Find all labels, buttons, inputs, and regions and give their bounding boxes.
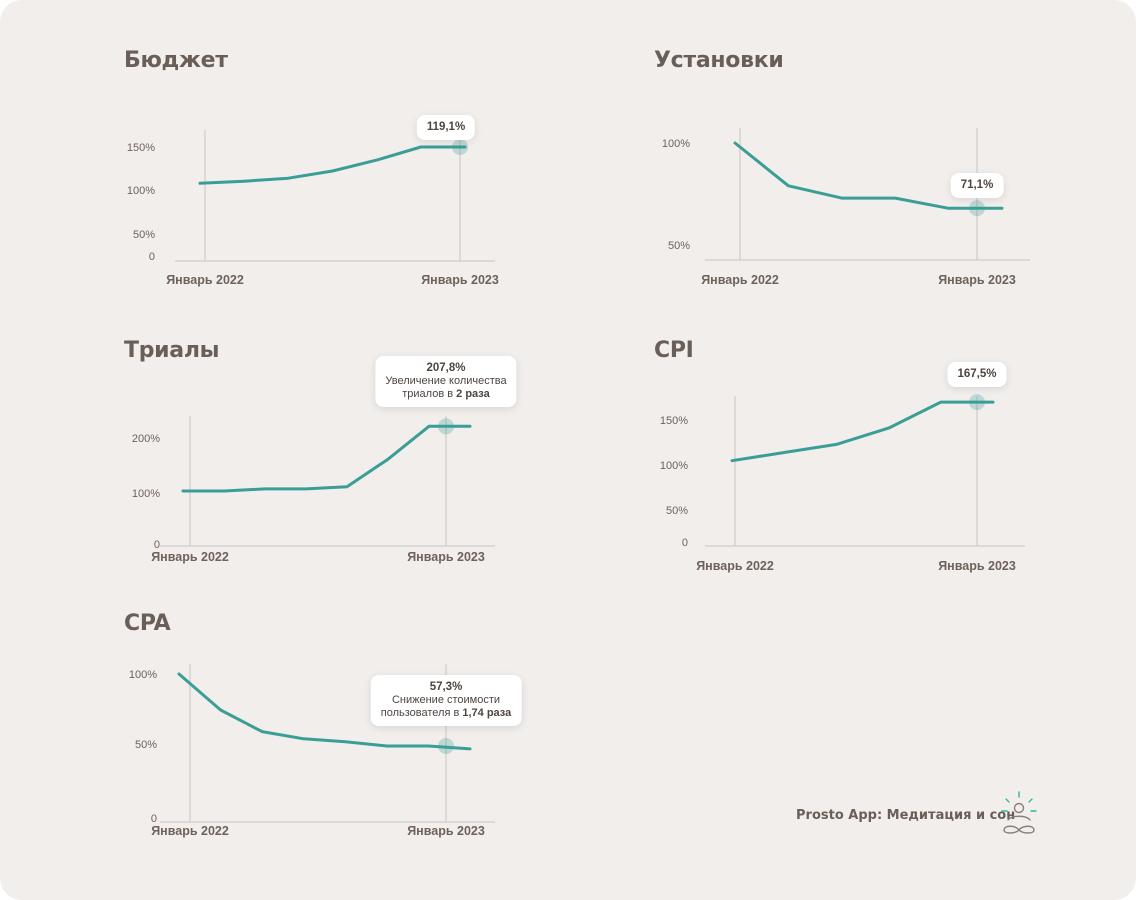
y-tick-label: 0 — [154, 539, 160, 551]
highlight-marker — [969, 200, 985, 217]
tooltip-value: 207,8% — [426, 362, 466, 374]
x-tick-label: Январь 2023 — [938, 273, 1016, 287]
tooltip-value: 167,5% — [957, 368, 997, 380]
tooltip-note-line1: Снижение стоимости — [391, 694, 501, 706]
chart-title-installs: Установки — [654, 48, 784, 73]
app-name-footer: Prosto App: Медитация и сон — [796, 808, 1016, 823]
x-tick-label: Январь 2023 — [407, 824, 485, 838]
x-tick-label: Январь 2022 — [696, 559, 774, 573]
trials-tooltip: 207,8% Увеличение количества триалов в 2… — [375, 356, 517, 407]
y-tick-label: 100% — [132, 488, 160, 500]
y-tick-label: 50% — [133, 229, 155, 241]
y-tick-label: 50% — [666, 505, 688, 517]
chart-title-budget: Бюджет — [124, 48, 228, 73]
tooltip-note-emphasis: 2 раза — [456, 388, 490, 400]
meditation-sun-icon — [1001, 791, 1037, 834]
y-tick-label: 100% — [660, 460, 688, 472]
series-line — [177, 672, 472, 751]
y-tick-label: 0 — [149, 251, 155, 263]
highlight-marker — [438, 418, 454, 435]
series-line — [730, 400, 995, 463]
y-tick-label: 150% — [660, 415, 688, 427]
y-tick-label: 100% — [662, 138, 690, 150]
x-tick-label: Январь 2022 — [701, 273, 779, 287]
y-tick-label: 50% — [668, 240, 690, 252]
chart-title-cpi: CPI — [654, 338, 694, 363]
x-tick-label: Январь 2023 — [421, 273, 499, 287]
tooltip-note-text: пользователя в — [380, 707, 463, 719]
budget-tooltip: 119,1% — [416, 115, 476, 140]
tooltip-note-emphasis: 1,74 раза — [462, 707, 512, 719]
cpa-tooltip: 57,3% Снижение стоимости пользователя в … — [370, 675, 522, 726]
y-tick-label: 200% — [132, 433, 160, 445]
tooltip-note-line1: Увеличение количества — [385, 375, 507, 387]
y-tick-label: 0 — [682, 537, 688, 549]
installs-tooltip: 71,1% — [950, 173, 1004, 198]
series-line — [733, 141, 1004, 210]
tooltip-note-line2: пользователя в 1,74 раза — [381, 707, 512, 720]
series-line — [198, 145, 467, 185]
chart-title-trials: Триалы — [124, 338, 220, 363]
tooltip-value: 71,1% — [960, 179, 994, 191]
x-tick-label: Январь 2023 — [407, 550, 485, 564]
tooltip-value: 57,3% — [429, 681, 463, 693]
chart-title-cpa: CPA — [124, 611, 171, 636]
x-tick-label: Январь 2022 — [166, 273, 244, 287]
highlight-marker — [452, 139, 468, 155]
y-tick-label: 0 — [151, 813, 157, 825]
tooltip-note-line2: триалов в 2 раза — [385, 388, 506, 401]
series-line — [181, 424, 472, 493]
y-tick-label: 50% — [135, 739, 157, 751]
cpi-tooltip: 167,5% — [947, 362, 1007, 387]
y-tick-label: 150% — [127, 142, 155, 154]
y-tick-label: 100% — [127, 185, 155, 197]
tooltip-value: 119,1% — [426, 121, 466, 133]
tooltip-note-text: триалов в — [402, 388, 457, 400]
x-tick-label: Январь 2022 — [151, 824, 229, 838]
y-tick-label: 100% — [129, 669, 157, 681]
highlight-marker — [438, 738, 454, 754]
highlight-marker — [969, 394, 985, 411]
x-tick-label: Январь 2022 — [151, 550, 229, 564]
x-tick-label: Январь 2023 — [938, 559, 1016, 573]
